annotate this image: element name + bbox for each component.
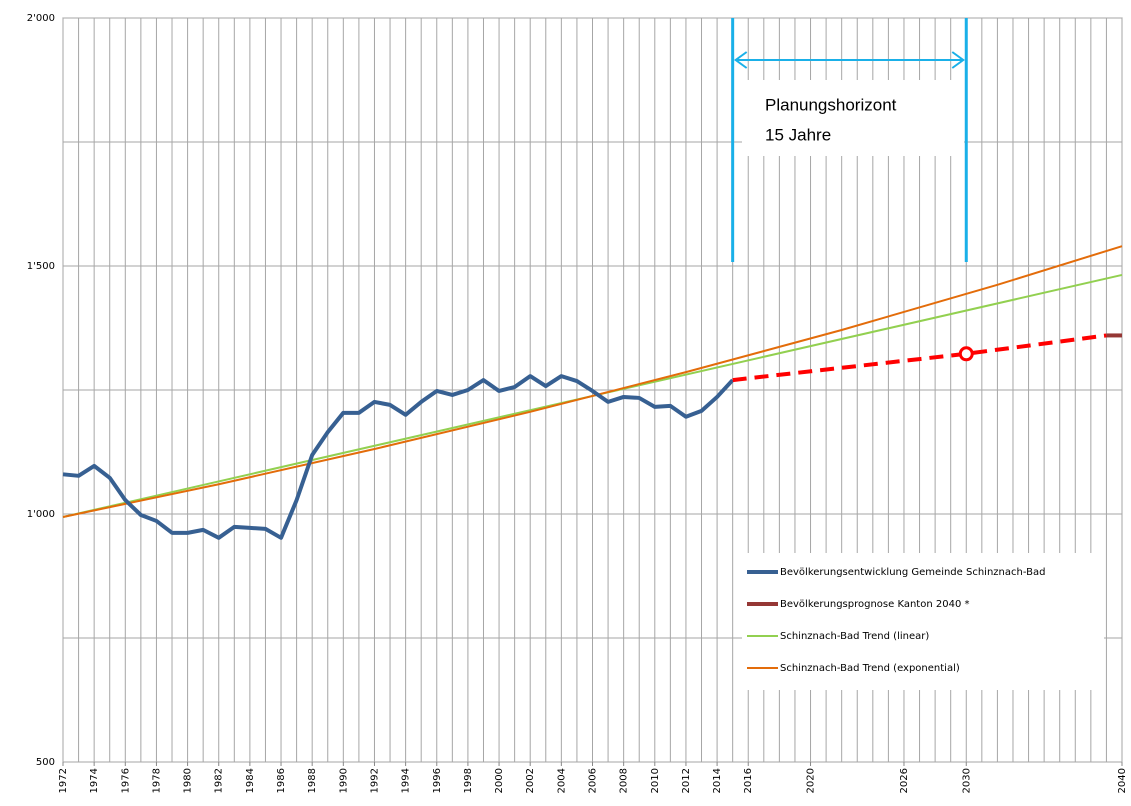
x-tick-label: 1974: [89, 768, 100, 793]
annotation-text: Planungshorizont: [765, 95, 897, 114]
x-tick-label: 1990: [338, 768, 349, 793]
x-tick-label: 1986: [276, 768, 287, 793]
x-tick-label: 2008: [619, 768, 630, 793]
x-tick-label: 1996: [432, 768, 443, 793]
x-tick-label: 2016: [743, 768, 754, 793]
x-tick-label: 1994: [401, 768, 412, 793]
x-tick-label: 1980: [183, 768, 194, 793]
x-tick-label: 2040: [1117, 768, 1128, 793]
y-tick-label: 500: [36, 757, 55, 768]
legend-box: [742, 553, 1104, 690]
x-tick-label: 1972: [58, 768, 69, 793]
x-tick-label: 2012: [681, 768, 692, 793]
x-tick-label: 2030: [961, 768, 972, 793]
x-tick-label: 1998: [463, 768, 474, 793]
y-tick-label: 2'000: [27, 13, 55, 24]
y-tick-label: 1'000: [27, 509, 55, 520]
x-tick-label: 2010: [650, 768, 661, 793]
x-tick-label: 2006: [588, 768, 599, 793]
x-tick-label: 1984: [245, 768, 256, 793]
x-tick-label: 1976: [120, 768, 131, 793]
annotation-text: 15 Jahre: [765, 125, 831, 144]
series-line: [732, 333, 1107, 383]
x-tick-label: 2000: [494, 768, 505, 793]
x-tick-label: 1992: [369, 768, 380, 793]
x-tick-label: 2002: [525, 768, 536, 793]
legend-label: Schinznach-Bad Trend (linear): [780, 631, 929, 642]
x-tick-label: 1978: [151, 768, 162, 793]
x-tick-label: 1982: [214, 768, 225, 793]
point-marker: [958, 346, 974, 362]
series-line: [62, 374, 735, 540]
legend-label: Bevölkerungsprognose Kanton 2040 *: [780, 599, 970, 610]
arrow-head: [951, 51, 965, 69]
x-tick-label: 2004: [556, 768, 567, 793]
legend-label: Bevölkerungsentwicklung Gemeinde Schinzn…: [780, 567, 1045, 578]
x-tick-label: 1988: [307, 768, 318, 793]
arrow-head: [733, 51, 748, 69]
series-line: [62, 245, 1123, 518]
x-tick-label: 2026: [899, 768, 910, 793]
annotation-box: [742, 80, 964, 156]
x-tick-label: 2020: [806, 768, 817, 793]
legend-label: Schinznach-Bad Trend (exponential): [780, 663, 960, 674]
legend: Bevölkerungsentwicklung Gemeinde Schinzn…: [742, 553, 1104, 690]
y-tick-label: 1'500: [27, 261, 55, 272]
x-tick-label: 2014: [712, 768, 723, 793]
